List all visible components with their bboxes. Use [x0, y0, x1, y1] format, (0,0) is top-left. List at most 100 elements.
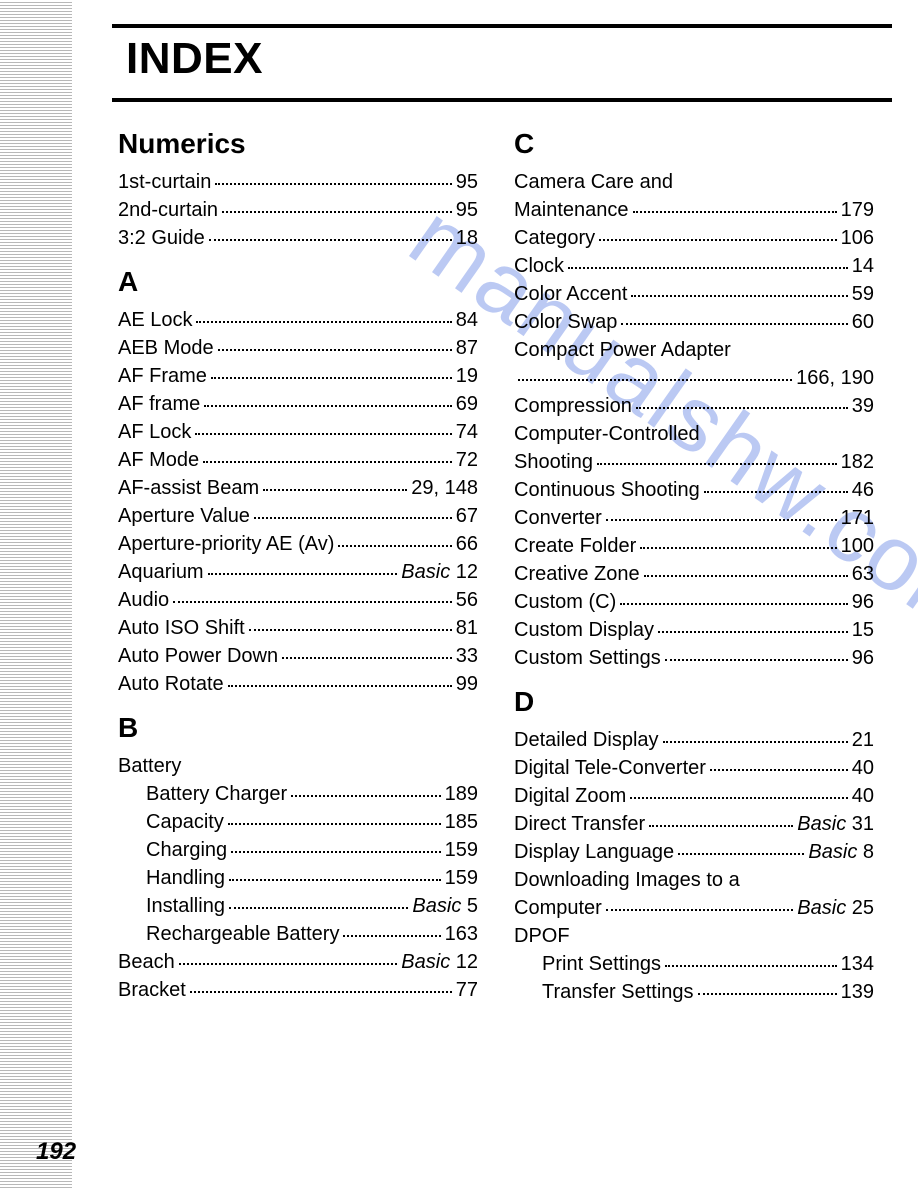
- index-entry: Digital Tele-Converter40: [514, 754, 874, 782]
- index-page: 19: [456, 362, 478, 390]
- index-page: 84: [456, 306, 478, 334]
- leader-dots: [698, 993, 837, 995]
- index-term: 3:2 Guide: [118, 224, 205, 252]
- index-entry: Color Accent59: [514, 280, 874, 308]
- page-num: 74: [456, 421, 478, 443]
- index-page: Basic 5: [412, 892, 478, 920]
- index-entry: Color Swap60: [514, 308, 874, 336]
- index-entry: InstallingBasic 5: [118, 892, 478, 920]
- leader-dots: [599, 239, 836, 241]
- index-entry: 2nd-curtain 95: [118, 196, 478, 224]
- leader-dots: [630, 797, 847, 799]
- index-page: 63: [852, 560, 874, 588]
- index-entry: Continuous Shooting46: [514, 476, 874, 504]
- index-page: 56: [456, 586, 478, 614]
- index-entry: AquariumBasic 12: [118, 558, 478, 586]
- leader-dots: [343, 935, 440, 937]
- index-entry: 166, 190: [514, 364, 874, 392]
- page-num: 8: [863, 841, 874, 863]
- page-num: 134: [841, 953, 874, 975]
- leader-dots: [606, 519, 837, 521]
- index-entry: Rechargeable Battery 163: [118, 920, 478, 948]
- index-term: 2nd-curtain: [118, 196, 218, 224]
- index-term: Maintenance: [514, 196, 629, 224]
- leader-dots: [640, 547, 836, 549]
- index-entry: 3:2 Guide 18: [118, 224, 478, 252]
- leader-dots: [204, 405, 452, 407]
- page-num: 46: [852, 479, 874, 501]
- page-num: 95: [456, 199, 478, 221]
- section-heading: B: [118, 712, 478, 744]
- page-num: 87: [456, 337, 478, 359]
- page-prefix: Basic: [797, 897, 851, 919]
- index-page: 95: [456, 168, 478, 196]
- index-page: 182: [841, 448, 874, 476]
- index-entry: 1st-curtain 95: [118, 168, 478, 196]
- index-term: Custom Settings: [514, 644, 661, 672]
- index-entry: Battery Charger189: [118, 780, 478, 808]
- index-entry: Direct Transfer Basic 31: [514, 810, 874, 838]
- index-term: Custom (C): [514, 588, 616, 616]
- index-term: Category: [514, 224, 595, 252]
- leader-dots: [663, 741, 848, 743]
- leader-dots: [678, 853, 804, 855]
- leader-dots: [196, 321, 451, 323]
- title-rule-bottom: [112, 98, 892, 102]
- index-term: Rechargeable Battery: [146, 920, 339, 948]
- index-term: Aperture-priority AE (Av): [118, 530, 334, 558]
- index-page: 18: [456, 224, 478, 252]
- leader-dots: [209, 239, 452, 241]
- index-term: Auto Power Down: [118, 642, 278, 670]
- index-page: Basic 8: [808, 838, 874, 866]
- page-num: 106: [841, 227, 874, 249]
- page-num: 163: [445, 923, 478, 945]
- leader-dots: [249, 629, 452, 631]
- index-term: Auto ISO Shift: [118, 614, 245, 642]
- leader-dots: [215, 183, 451, 185]
- page-num: 63: [852, 563, 874, 585]
- page-num: 96: [852, 591, 874, 613]
- page-num: 40: [852, 785, 874, 807]
- page-num: 39: [852, 395, 874, 417]
- index-term: 1st-curtain: [118, 168, 211, 196]
- index-entry: Converter171: [514, 504, 874, 532]
- leader-dots: [263, 489, 407, 491]
- index-page: 14: [852, 252, 874, 280]
- index-page: 60: [852, 308, 874, 336]
- index-page: 185: [445, 808, 478, 836]
- index-page: 69: [456, 390, 478, 418]
- index-page: Basic 31: [797, 810, 874, 838]
- index-entry: AF Mode72: [118, 446, 478, 474]
- index-page: 46: [852, 476, 874, 504]
- page-num: 159: [445, 867, 478, 889]
- page-num: 15: [852, 619, 874, 641]
- page-num: 33: [456, 645, 478, 667]
- index-page: 100: [841, 532, 874, 560]
- leader-dots: [704, 491, 848, 493]
- page-num: 189: [445, 783, 478, 805]
- page-num: 12: [456, 561, 478, 583]
- binding-spine: [0, 0, 72, 1188]
- page-num: 99: [456, 673, 478, 695]
- page-prefix: Basic: [808, 841, 862, 863]
- page-num: 67: [456, 505, 478, 527]
- index-page: 96: [852, 588, 874, 616]
- index-term: Downloading Images to a: [514, 866, 874, 894]
- page-num: 139: [841, 981, 874, 1003]
- index-term: Auto Rotate: [118, 670, 224, 698]
- index-entry: AE Lock84: [118, 306, 478, 334]
- index-entry: Aperture-priority AE (Av)66: [118, 530, 478, 558]
- leader-dots: [291, 795, 440, 797]
- index-page: 134: [841, 950, 874, 978]
- index-page: 171: [841, 504, 874, 532]
- index-page: Basic 25: [797, 894, 874, 922]
- leader-dots: [665, 965, 837, 967]
- index-term: Display Language: [514, 838, 674, 866]
- leader-dots: [597, 463, 837, 465]
- index-page: Basic 12: [401, 948, 478, 976]
- leader-dots: [190, 991, 452, 993]
- page-num: 5: [467, 895, 478, 917]
- leader-dots: [649, 825, 793, 827]
- index-page: 40: [852, 782, 874, 810]
- index-term: Direct Transfer: [514, 810, 645, 838]
